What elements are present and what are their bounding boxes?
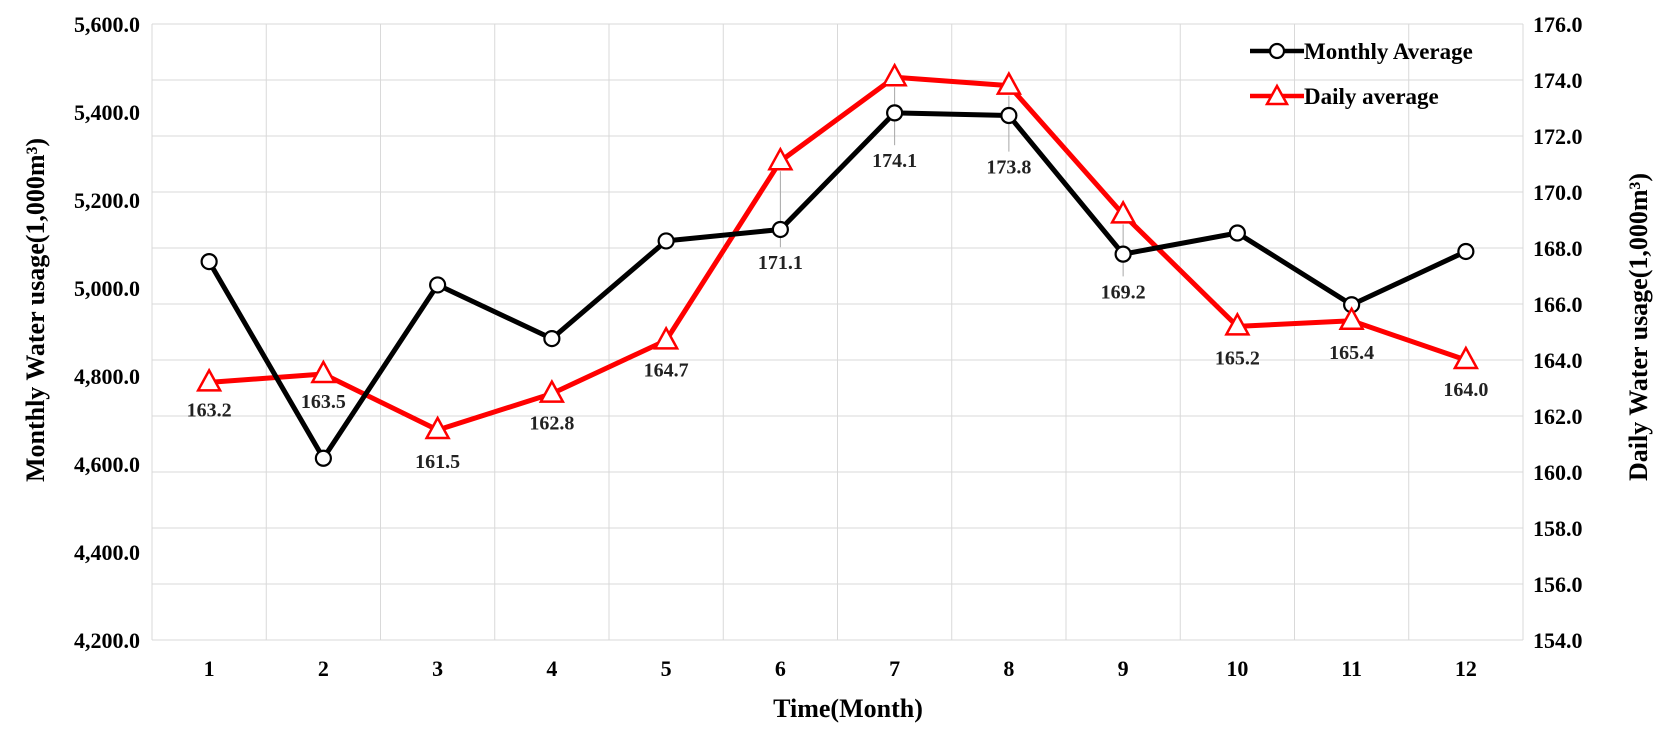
legend-item-monthly-average: Monthly Average xyxy=(1250,39,1473,64)
daily-average-point xyxy=(1452,345,1479,370)
data-label-daily-average: 163.5 xyxy=(301,391,346,413)
data-label-daily-average: 171.1 xyxy=(758,252,803,274)
monthly-average-point xyxy=(1114,245,1132,263)
legend-label-monthly-average: Monthly Average xyxy=(1304,39,1473,64)
x-tick-label: 12 xyxy=(1455,656,1477,681)
left-tick-label: 4,600.0 xyxy=(74,452,140,477)
x-tick-label: 6 xyxy=(775,656,786,681)
left-tick-label: 4,800.0 xyxy=(74,364,140,389)
right-tick-label: 170.0 xyxy=(1533,180,1583,205)
left-axis-title: Monthly Water usage(1,000m³) xyxy=(21,138,50,482)
daily-average-point xyxy=(653,325,680,350)
right-tick-label: 162.0 xyxy=(1533,404,1583,429)
data-label-daily-average: 163.2 xyxy=(187,399,232,421)
x-axis-title: Time(Month) xyxy=(773,694,923,723)
monthly-average-point xyxy=(314,449,332,467)
right-tick-label: 168.0 xyxy=(1533,236,1583,261)
daily-average-point xyxy=(1338,306,1365,331)
series-line-daily-average xyxy=(208,74,1467,433)
data-label-daily-average: 169.2 xyxy=(1101,281,1146,303)
right-tick-label: 156.0 xyxy=(1533,572,1583,597)
right-tick-label: 160.0 xyxy=(1533,460,1583,485)
data-label-daily-average: 162.8 xyxy=(529,413,574,435)
left-tick-label: 5,200.0 xyxy=(74,188,140,213)
legend: Monthly Average Daily average xyxy=(1250,39,1473,109)
left-tick-label: 4,400.0 xyxy=(74,540,140,565)
right-tick-label: 154.0 xyxy=(1533,628,1583,653)
data-label-daily-average: 164.0 xyxy=(1443,379,1488,401)
x-tick-label: 11 xyxy=(1341,656,1362,681)
x-tick-label: 3 xyxy=(432,656,443,681)
x-tick-label: 4 xyxy=(546,656,557,681)
data-labels: 163.2 163.5 161.5 162.8 164.7 171.1 174.1 173.8… xyxy=(187,150,1489,473)
x-tick-label: 5 xyxy=(661,656,672,681)
data-label-daily-average: 173.8 xyxy=(986,157,1031,179)
daily-average-point xyxy=(310,359,337,384)
left-axis-ticks: 4,200.0 4,400.0 4,600.0 4,800.0 5,000.0 5,200… xyxy=(74,12,140,653)
grid-lines xyxy=(151,23,1524,641)
data-label-daily-average: 165.4 xyxy=(1329,342,1374,364)
data-label-daily-average: 164.7 xyxy=(644,359,689,381)
daily-average-point xyxy=(881,62,908,87)
x-tick-label: 9 xyxy=(1118,656,1129,681)
right-tick-label: 166.0 xyxy=(1533,292,1583,317)
right-axis-title: Daily Water usage(1,000m³) xyxy=(1624,173,1653,481)
data-label-daily-average: 165.2 xyxy=(1215,347,1260,369)
x-tick-label: 2 xyxy=(318,656,329,681)
monthly-average-point xyxy=(1000,106,1018,125)
left-tick-label: 4,200.0 xyxy=(74,628,140,653)
x-tick-label: 7 xyxy=(889,656,900,681)
left-tick-label: 5,600.0 xyxy=(74,12,140,37)
right-axis-ticks: 154.0 156.0 158.0 160.0 162.0 164.0 166.0 168.0… xyxy=(1533,12,1583,653)
left-tick-label: 5,400.0 xyxy=(74,100,140,125)
legend-item-daily-average: Daily average xyxy=(1250,83,1439,109)
right-tick-label: 172.0 xyxy=(1533,124,1583,149)
x-tick-label: 1 xyxy=(204,656,215,681)
right-tick-label: 174.0 xyxy=(1533,68,1583,93)
monthly-average-point xyxy=(429,276,447,294)
daily-average-point xyxy=(196,367,223,392)
monthly-average-point xyxy=(1457,242,1475,261)
daily-average-point xyxy=(424,415,451,440)
legend-label-daily-average: Daily average xyxy=(1304,84,1439,109)
monthly-average-point xyxy=(657,232,675,250)
data-label-daily-average: 174.1 xyxy=(872,150,917,172)
right-tick-label: 164.0 xyxy=(1533,348,1583,373)
x-tick-label: 10 xyxy=(1226,656,1248,681)
monthly-average-point xyxy=(886,104,904,122)
monthly-average-point xyxy=(543,330,561,348)
daily-average-point xyxy=(1110,199,1137,224)
daily-average-point xyxy=(1224,311,1251,336)
series-layer xyxy=(196,62,1479,467)
monthly-average-point xyxy=(1228,224,1246,242)
monthly-average-point xyxy=(771,220,789,239)
daily-average-point xyxy=(538,379,565,403)
right-tick-label: 176.0 xyxy=(1533,12,1583,37)
monthly-average-point xyxy=(200,253,218,271)
series-line-monthly-average xyxy=(206,110,1467,461)
right-tick-label: 158.0 xyxy=(1533,516,1583,541)
daily-average-point xyxy=(995,71,1022,95)
daily-average-point xyxy=(767,146,794,171)
left-tick-label: 5,000.0 xyxy=(74,276,140,301)
data-label-daily-average: 161.5 xyxy=(415,451,460,473)
x-tick-label: 8 xyxy=(1003,656,1014,681)
x-axis-ticks: 1 2 3 4 5 6 7 8 9 10 11 12 xyxy=(204,656,1477,681)
